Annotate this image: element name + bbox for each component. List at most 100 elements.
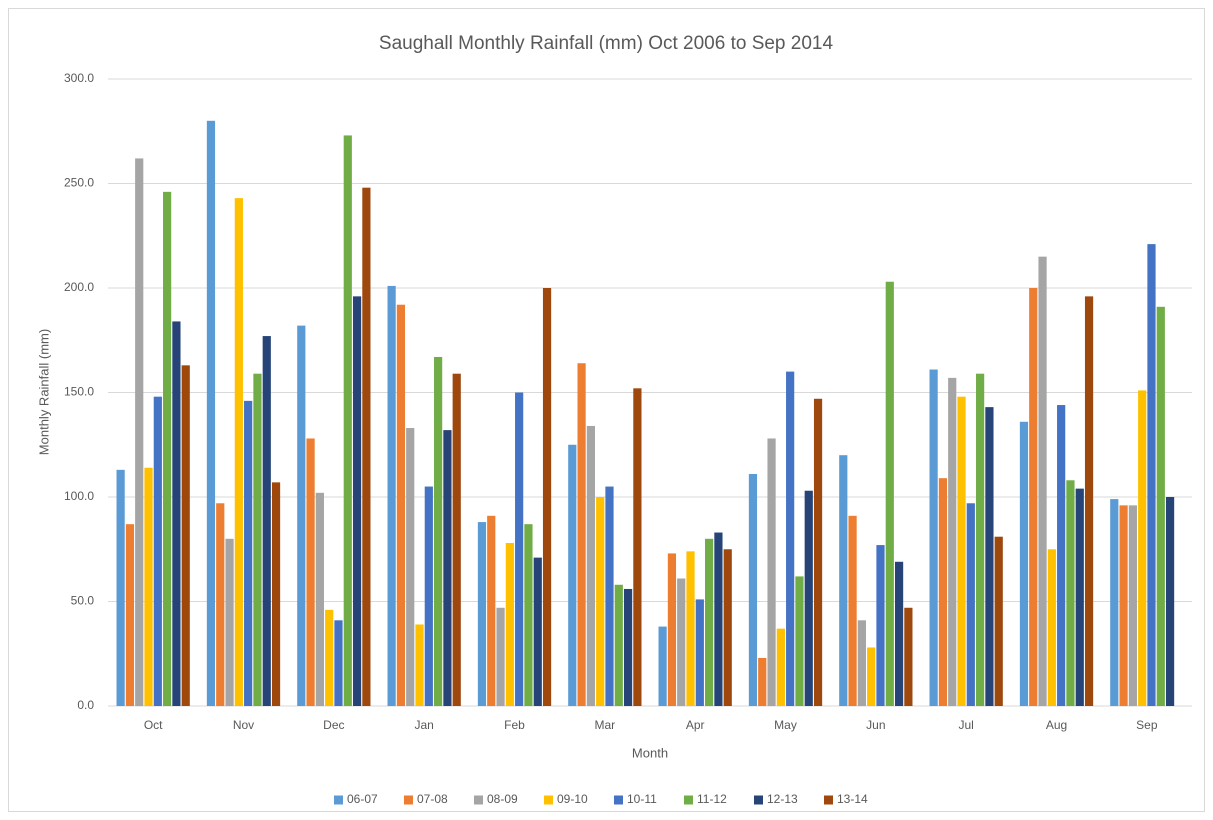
bar (857, 620, 866, 706)
bar (244, 400, 253, 706)
bar (396, 304, 406, 706)
y-tick-label: 300.0 (64, 71, 94, 85)
bar (767, 438, 776, 706)
bar (325, 609, 334, 706)
x-tick-label: Dec (323, 718, 344, 732)
bar (1128, 505, 1137, 706)
legend-swatch (404, 795, 413, 805)
bar (1156, 306, 1165, 706)
bar (505, 542, 514, 706)
chart-title: Saughall Monthly Rainfall (mm) Oct 2006 … (379, 33, 834, 54)
bar (623, 588, 633, 706)
bar (225, 538, 234, 706)
bar (1047, 549, 1056, 706)
bar (904, 607, 913, 706)
y-tick-label: 150.0 (64, 385, 94, 399)
legend-swatch (544, 795, 553, 805)
legend-label: 07-08 (417, 792, 448, 806)
x-tick-label: Feb (504, 718, 525, 732)
x-tick-label: Jun (866, 718, 885, 732)
bar (181, 365, 190, 706)
bar (957, 396, 966, 706)
legend-swatch (614, 795, 623, 805)
y-tick-label: 50.0 (71, 594, 95, 608)
x-tick-label: Apr (686, 718, 705, 732)
bar (234, 198, 243, 706)
legend-label: 10-11 (627, 792, 657, 806)
bar (839, 455, 848, 706)
bar (804, 490, 813, 706)
x-tick-label: Mar (594, 718, 615, 732)
bar (542, 288, 552, 706)
x-tick-label: Jan (414, 718, 433, 732)
bar (443, 430, 452, 706)
x-tick-label: Sep (1136, 718, 1158, 732)
bar (424, 486, 433, 706)
bar (677, 578, 686, 706)
bar (1110, 499, 1119, 706)
bar (434, 356, 443, 706)
y-tick-label: 250.0 (64, 176, 94, 190)
y-tick-label: 200.0 (64, 280, 94, 294)
bar (894, 561, 904, 706)
bar (253, 373, 262, 706)
bar (271, 482, 281, 706)
x-tick-label: Oct (144, 718, 163, 732)
bar (948, 377, 957, 706)
legend-label: 12-13 (767, 792, 798, 806)
bar (614, 584, 623, 706)
bar (135, 158, 144, 707)
bar (938, 478, 948, 706)
legend-label: 08-09 (487, 792, 518, 806)
bar (994, 536, 1003, 706)
bar (985, 407, 994, 706)
bar (352, 296, 362, 706)
bar (533, 557, 542, 706)
bar (487, 515, 496, 706)
bar (116, 469, 125, 706)
bar (786, 371, 795, 706)
bar (586, 425, 595, 706)
bar (795, 576, 804, 706)
bar (695, 599, 704, 706)
bar (705, 538, 714, 706)
bar (966, 503, 975, 706)
bar (1029, 288, 1038, 706)
bar (577, 363, 586, 706)
bar (206, 120, 216, 707)
bar (306, 438, 315, 706)
bar (658, 626, 667, 706)
bar (776, 628, 785, 706)
bar (1147, 244, 1156, 707)
legend-label: 11-12 (697, 792, 727, 806)
legend-swatch (474, 795, 483, 805)
bar (216, 503, 225, 706)
x-tick-label: Jul (958, 718, 973, 732)
legend-label: 06-07 (347, 792, 378, 806)
bar (867, 647, 876, 706)
legend-swatch (824, 795, 833, 805)
bar (406, 428, 415, 706)
bar (876, 545, 885, 706)
bar (1138, 390, 1147, 706)
bar (362, 187, 371, 706)
bar (515, 392, 524, 706)
bar (125, 524, 135, 706)
bar (343, 135, 352, 706)
legend-swatch (334, 795, 343, 805)
bar (848, 515, 857, 706)
bar (153, 396, 162, 706)
bar (172, 321, 181, 706)
bar (714, 532, 723, 706)
bar (1019, 421, 1029, 706)
bar (297, 325, 306, 706)
bar (568, 444, 577, 706)
bar (334, 620, 343, 706)
bar (415, 624, 424, 706)
bar (163, 191, 172, 707)
bar (605, 486, 614, 706)
bar (1066, 480, 1075, 706)
legend-swatch (754, 795, 763, 805)
bar (1119, 505, 1128, 706)
